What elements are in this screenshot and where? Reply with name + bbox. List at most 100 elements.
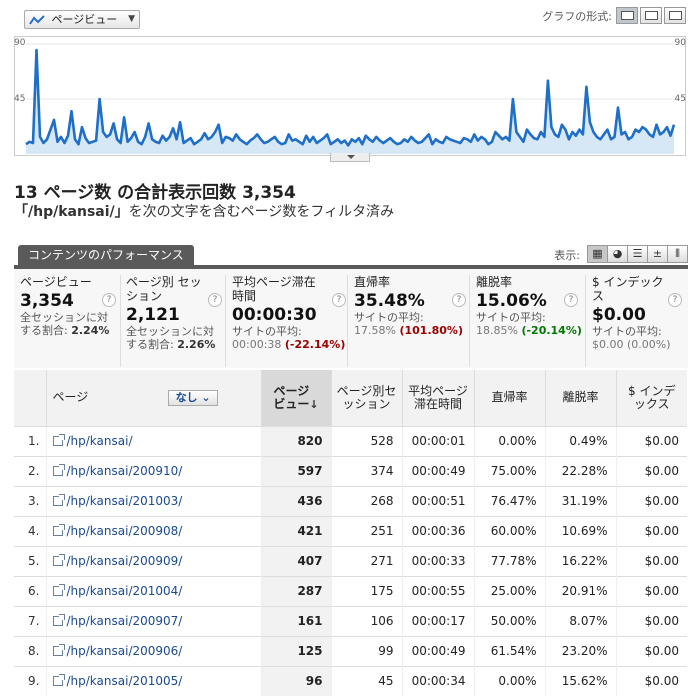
metric-sub: サイトの平均: [354, 311, 424, 324]
external-link-icon[interactable] [52, 584, 65, 596]
table-row[interactable]: 4. /hp/kansai/200908/421 251 00:00:36 60.00%… [14, 515, 687, 546]
index-cell: $0.00 [615, 545, 687, 576]
page-link[interactable]: /hp/kansai/201004/ [45, 575, 261, 606]
avg-time-header-label: 平均ページ滞在時間 [408, 383, 468, 411]
summary-heading: 13 ページ数 の合計表示回数 3,354 [14, 183, 296, 203]
avg-time-cell: 00:00:01 [401, 425, 474, 456]
external-link-icon[interactable] [52, 464, 65, 476]
help-icon[interactable]: ? [668, 293, 682, 307]
metric-sub-value: 18.85% [476, 324, 518, 337]
page-path[interactable]: /hp/kansai/201004/ [66, 584, 183, 598]
avg-time-cell: 00:00:49 [401, 635, 474, 666]
bounce-cell: 76.47% [473, 485, 545, 516]
exit-header-label: 離脱率 [562, 390, 599, 405]
metric-sub: サイトの平均: [476, 311, 546, 324]
external-link-icon[interactable] [52, 614, 65, 626]
metric-title: 平均ページ滞在時間 [232, 275, 316, 303]
pageviews-column-header[interactable]: ページビュー↓ [260, 370, 331, 426]
pie-view-icon[interactable]: ◕ [607, 245, 628, 263]
page-header-label[interactable]: ページ [52, 389, 89, 404]
page-link[interactable]: /hp/kansai/ [45, 425, 261, 456]
y-tick-label: 90 [14, 38, 26, 48]
help-icon[interactable]: ? [208, 293, 222, 307]
performance-summary: ページビュー 3,354 全セッションに対 する割合: 2.24% ? ページ別… [14, 265, 688, 368]
sessions-column-header[interactable]: ページ別セッション [330, 370, 402, 426]
exit-cell: 23.20% [544, 635, 616, 666]
help-icon[interactable]: ? [332, 293, 346, 307]
table-row[interactable]: 7. /hp/kansai/200907/161 106 00:00:17 50.00%… [14, 605, 687, 636]
graph-toolbar: ページビュー ▼ グラフの形式: [0, 0, 700, 30]
index-column-header[interactable]: $ インデックス [615, 370, 687, 426]
external-link-icon[interactable] [52, 524, 65, 536]
content-table: ページ なし ⌄ ページビュー↓ ページ別セッション 平均ページ滞在時間 直帰率… [14, 370, 687, 696]
metric-delta: (-20.14%) [521, 324, 582, 337]
table-row[interactable]: 9. /hp/kansai/201005/96 45 00:00:34 0.00% 15.… [14, 665, 687, 696]
table-format-button[interactable] [664, 7, 686, 24]
page-link[interactable]: /hp/kansai/200907/ [45, 605, 261, 636]
chart-collapse-handle[interactable] [330, 153, 370, 162]
line-graph-format-button[interactable] [616, 7, 638, 24]
page-path[interactable]: /hp/kansai/201005/ [66, 674, 183, 689]
page-link[interactable]: /hp/kansai/200909/ [45, 545, 261, 576]
table-row[interactable]: 3. /hp/kansai/201003/436 268 00:00:51 76.47%… [14, 485, 687, 516]
help-icon[interactable]: ? [452, 293, 466, 307]
table-row[interactable]: 5. /hp/kansai/200909/407 271 00:00:33 77.78%… [14, 545, 687, 576]
tab-content-performance[interactable]: コンテンツのパフォーマンス [18, 245, 194, 266]
table-row[interactable]: 8. /hp/kansai/200906/125 99 00:00:49 61.54% 2… [14, 635, 687, 666]
page-path[interactable]: /hp/kansai/200910/ [66, 464, 183, 478]
metric-sub-value: 00:00:38 [232, 338, 282, 351]
pivot-view-icon[interactable]: ⦀ [667, 245, 688, 263]
table-row[interactable]: 2. /hp/kansai/200910/597 374 00:00:49 75.00%… [14, 455, 687, 486]
comparison-view-icon[interactable]: ± [647, 245, 668, 263]
avg-time-cell: 00:00:51 [401, 485, 474, 516]
metric-bounce-rate: 直帰率 35.48% サイトの平均: 17.58% (101.80%) ? [354, 275, 470, 367]
table-row[interactable]: 1. /hp/kansai/820 528 00:00:01 0.00% 0.49% $0.… [14, 425, 687, 456]
exit-cell: 15.62% [544, 665, 616, 696]
index-cell: $0.00 [615, 515, 687, 546]
metric-sub-value: $0.00 [592, 338, 624, 351]
external-link-icon[interactable] [52, 674, 65, 687]
motion-chart-format-button[interactable] [640, 7, 662, 24]
page-path[interactable]: /hp/kansai/200906/ [66, 644, 183, 658]
external-link-icon[interactable] [52, 554, 65, 566]
table-row[interactable]: 6. /hp/kansai/201004/287 175 00:00:55 25.00%… [14, 575, 687, 606]
secondary-dimension-label: なし [175, 390, 198, 404]
page-path[interactable]: /hp/kansai/201003/ [66, 494, 183, 508]
metric-delta: (101.80%) [399, 324, 463, 337]
metric-delta: (0.00%) [627, 338, 671, 351]
avg-time-cell: 00:00:17 [401, 605, 474, 636]
avg-time-column-header[interactable]: 平均ページ滞在時間 [401, 370, 474, 426]
page-path[interactable]: /hp/kansai/ [66, 434, 133, 448]
index-cell: $0.00 [615, 665, 687, 696]
help-icon[interactable]: ? [564, 293, 578, 307]
external-link-icon[interactable] [52, 644, 65, 656]
page-link[interactable]: /hp/kansai/200906/ [45, 635, 261, 666]
bounce-header-label: 直帰率 [491, 390, 528, 405]
metric-sub: サイトの平均: [592, 325, 662, 338]
performance-view-icon[interactable]: ☰ [627, 245, 648, 263]
pageview-chart: 08年09年109年810年303月28日10月1日 90 45 90 45 [14, 36, 686, 156]
page-path[interactable]: /hp/kansai/200907/ [66, 614, 183, 628]
metric-value: 15.06% [476, 291, 547, 311]
external-link-icon[interactable] [52, 494, 65, 506]
page-path[interactable]: /hp/kansai/200909/ [66, 554, 183, 568]
pageviews-cell: 436 [260, 485, 331, 516]
bounce-column-header[interactable]: 直帰率 [473, 370, 545, 426]
help-icon[interactable]: ? [102, 293, 116, 307]
metric-selector[interactable]: ページビュー ▼ [24, 10, 140, 29]
page-link[interactable]: /hp/kansai/200908/ [45, 515, 261, 546]
external-link-icon[interactable] [52, 434, 65, 446]
table-view-icon[interactable]: ▦ [587, 245, 608, 263]
row-number: 8. [14, 635, 46, 666]
page-path[interactable]: /hp/kansai/200908/ [66, 524, 183, 538]
page-link[interactable]: /hp/kansai/200910/ [45, 455, 261, 486]
metric-title: 直帰率 [354, 275, 391, 289]
exit-column-header[interactable]: 離脱率 [544, 370, 616, 426]
metric-title: 離脱率 [476, 275, 513, 289]
page-link[interactable]: /hp/kansai/201003/ [45, 485, 261, 516]
row-number: 7. [14, 605, 46, 636]
secondary-dimension-select[interactable]: なし ⌄ [168, 389, 219, 406]
pageviews-cell: 125 [260, 635, 331, 666]
page-link[interactable]: /hp/kansai/201005/ [45, 665, 261, 696]
bounce-cell: 25.00% [473, 575, 545, 606]
